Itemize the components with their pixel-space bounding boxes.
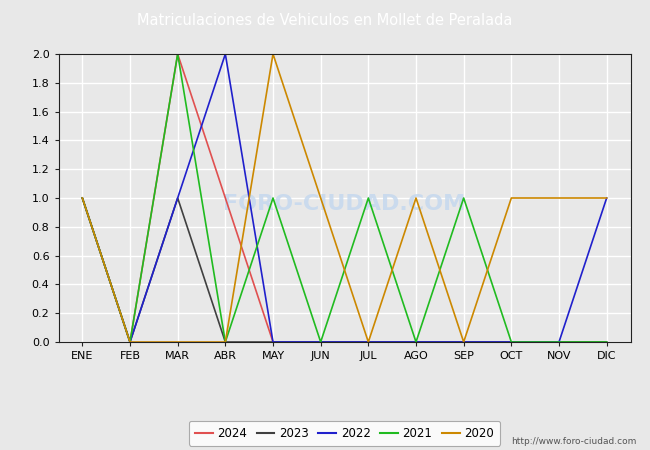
Legend: 2024, 2023, 2022, 2021, 2020: 2024, 2023, 2022, 2021, 2020 [189,421,500,446]
Text: FORO-CIUDAD.COM: FORO-CIUDAD.COM [224,194,465,214]
Text: http://www.foro-ciudad.com: http://www.foro-ciudad.com [512,436,637,446]
Text: Matriculaciones de Vehiculos en Mollet de Peralada: Matriculaciones de Vehiculos en Mollet d… [137,13,513,28]
